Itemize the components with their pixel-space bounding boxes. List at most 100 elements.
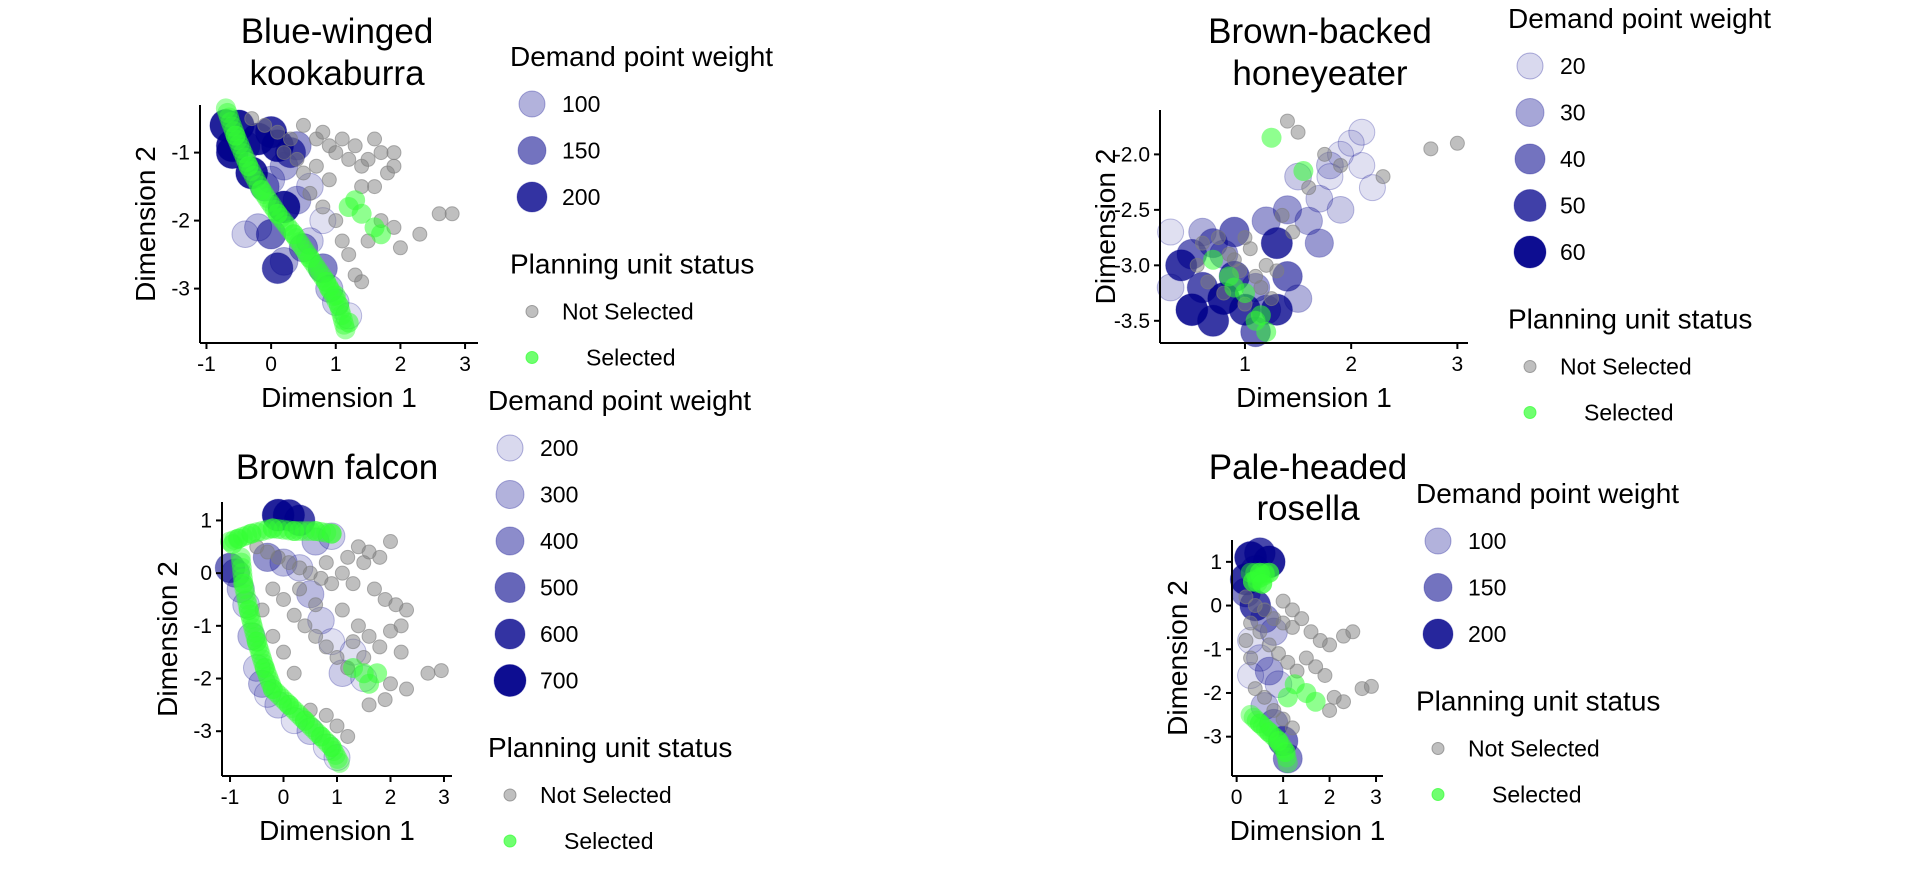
not-selected-point: [1423, 141, 1439, 157]
legend-status-swatch: [1431, 788, 1445, 801]
x-tick-label: 3: [1452, 353, 1464, 376]
selected-point: [229, 134, 250, 155]
selected-point: [241, 160, 262, 181]
selected-point: [231, 138, 252, 159]
demand-point: [1156, 273, 1185, 302]
not-selected-point: [377, 692, 393, 708]
selected-point: [329, 752, 350, 773]
not-selected-point: [1449, 135, 1465, 151]
demand-point: [280, 707, 308, 735]
legend-demand-swatch: [495, 526, 525, 556]
not-selected-point: [444, 206, 460, 222]
chart-title: Pale-headed: [1209, 448, 1408, 487]
selected-point: [252, 649, 273, 670]
legend-status-label: Selected: [1584, 400, 1674, 426]
chart-title: Brown falcon: [236, 448, 438, 487]
not-selected-point: [1336, 694, 1352, 710]
selected-point: [301, 716, 322, 737]
selected-point: [289, 232, 310, 253]
not-selected-point: [361, 628, 377, 644]
x-axis-label: Dimension 1: [1230, 815, 1386, 846]
not-selected-point: [361, 544, 377, 560]
legend-status-label: Not Selected: [1468, 736, 1600, 762]
not-selected-point: [295, 165, 311, 181]
not-selected-point: [315, 124, 331, 140]
selected-point: [258, 666, 278, 687]
legend-demand-swatch: [1514, 143, 1546, 175]
not-selected-point: [350, 618, 366, 634]
selected-point: [1277, 687, 1298, 708]
legend-demand-label: 400: [540, 528, 578, 554]
selected-point: [278, 520, 299, 541]
not-selected-point: [1243, 615, 1259, 631]
not-selected-point: [276, 145, 292, 161]
legend-status-label: Selected: [564, 828, 654, 854]
selected-point: [283, 224, 304, 245]
selected-point: [272, 688, 293, 709]
not-selected-point: [265, 628, 281, 644]
selected-point: [310, 263, 331, 284]
selected-point: [248, 636, 269, 657]
demand-point: [237, 622, 266, 651]
selected-point: [219, 107, 240, 128]
selected-point: [278, 694, 299, 715]
not-selected-point: [302, 702, 318, 718]
demand-point: [1348, 151, 1376, 179]
not-selected-point: [329, 649, 345, 665]
legend-demand-label: 300: [540, 482, 578, 508]
not-selected-point: [334, 602, 350, 618]
not-selected-point: [393, 618, 409, 634]
x-tick-label: 0: [265, 353, 277, 376]
selected-point: [299, 248, 320, 268]
x-axis-label: Dimension 1: [1236, 382, 1392, 413]
selected-point: [232, 563, 253, 584]
selected-point: [232, 568, 253, 589]
selected-point: [294, 710, 315, 731]
demand-point: [1272, 743, 1303, 774]
legend-status-label: Selected: [1492, 782, 1582, 808]
legend-status-swatch: [1523, 360, 1537, 373]
legend-demand-swatch: [516, 181, 548, 213]
not-selected-point: [1322, 637, 1338, 653]
chart-panel-3: Brown falcon -1 0 1 2 3 1 0 -1 -2 -3 Dimension 1 Dim…: [152, 385, 751, 854]
demand-point: [242, 654, 271, 682]
selected-point: [280, 220, 301, 241]
chart-title: kookaburra: [249, 54, 425, 93]
legend-demand-swatch: [494, 572, 526, 603]
not-selected-point: [318, 707, 334, 723]
legend-title-demand: Demand point weight: [510, 41, 773, 72]
not-selected-point: [276, 591, 292, 607]
selected-point: [220, 112, 241, 132]
x-tick-label: -1: [221, 786, 240, 809]
selected-point: [234, 147, 255, 168]
legend-demand-label: 200: [562, 184, 600, 210]
not-selected-point: [1200, 274, 1216, 290]
selected-point: [235, 584, 256, 605]
not-selected-point: [1274, 207, 1290, 223]
not-selected-point: [347, 138, 363, 154]
legend-demand-label: 200: [1468, 621, 1506, 647]
not-selected-point: [1290, 124, 1306, 140]
selected-point: [246, 631, 267, 652]
selected-point: [367, 663, 388, 684]
demand-point: [235, 156, 269, 190]
legend-demand-swatch: [1422, 618, 1454, 650]
selected-point: [262, 518, 283, 539]
not-selected-point: [286, 665, 302, 681]
not-selected-point: [318, 555, 334, 571]
demand-point: [215, 136, 249, 170]
legend-status-label: Not Selected: [540, 782, 672, 808]
not-selected-point: [399, 681, 415, 697]
not-selected-point: [1238, 589, 1254, 605]
not-selected-point: [334, 565, 350, 581]
not-selected-point: [354, 274, 370, 290]
legend-demand-swatch: [517, 136, 547, 165]
not-selected-point: [324, 576, 340, 592]
selected-point: [245, 627, 266, 648]
not-selected-point: [367, 179, 383, 195]
selected-point: [305, 520, 326, 541]
not-selected-point: [1363, 678, 1379, 694]
selected-point: [231, 557, 252, 578]
selected-point: [285, 701, 306, 722]
selected-point: [1259, 722, 1280, 743]
